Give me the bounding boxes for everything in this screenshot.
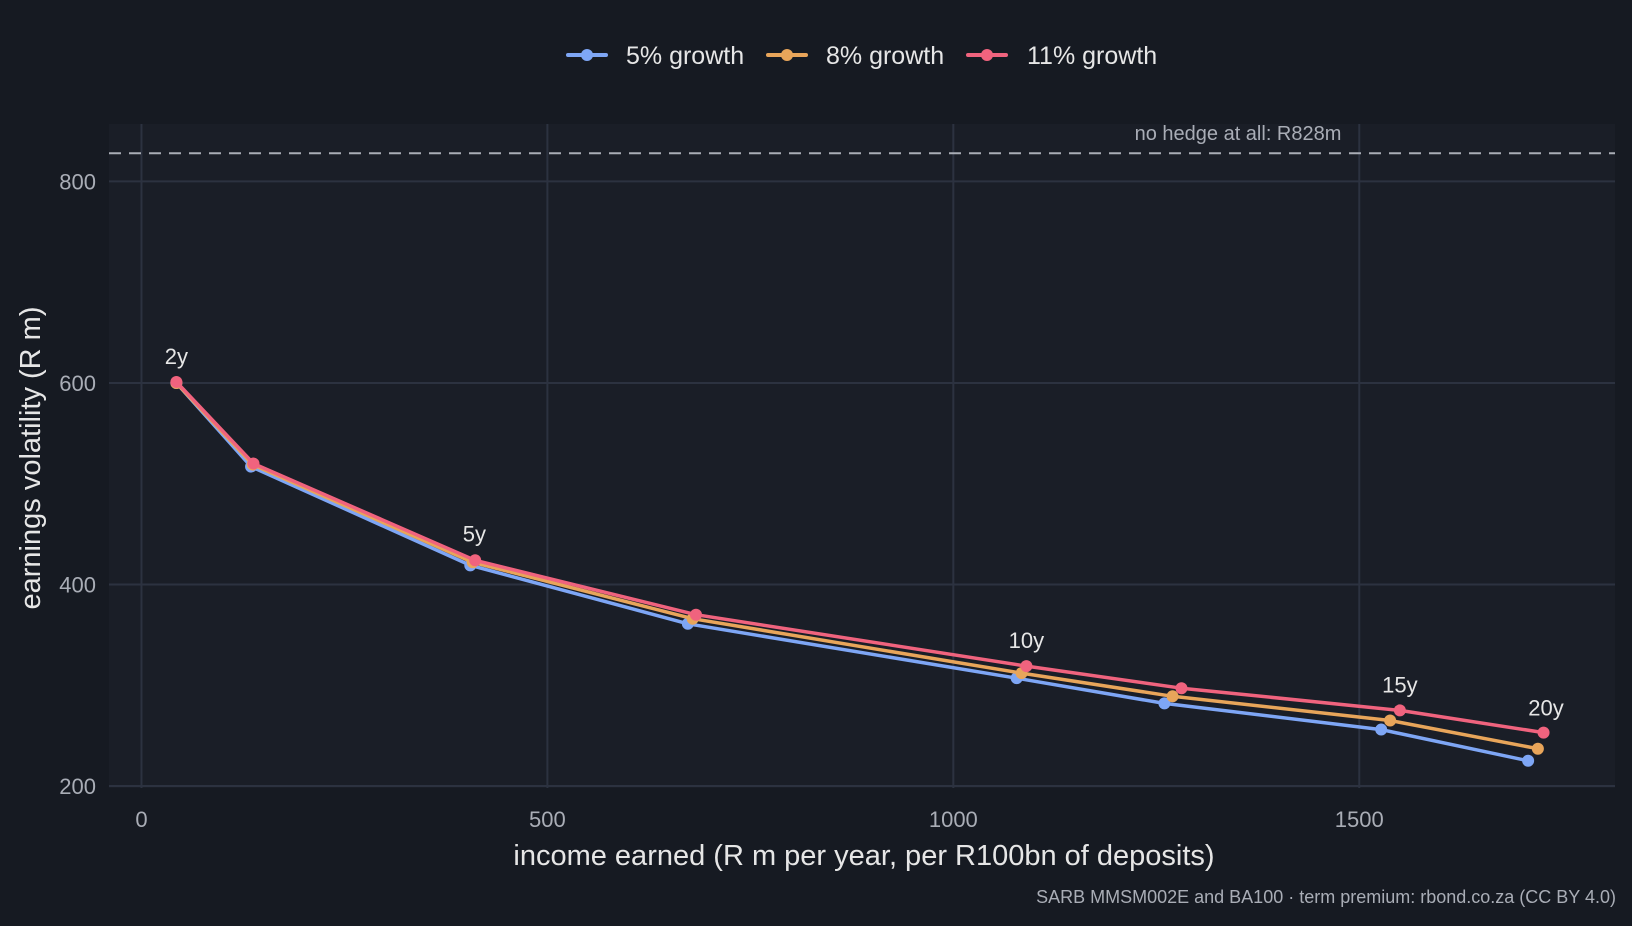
y-tick-label-200: 200	[59, 774, 96, 799]
legend-item-5pct-growth: 5% growth	[566, 42, 744, 70]
point-label-10y: 10y	[1009, 628, 1044, 653]
y-tick-label-600: 600	[59, 371, 96, 396]
legend-swatch-point-8pct-growth	[781, 49, 793, 61]
data-point-11pct-growth-2	[469, 554, 482, 567]
data-point-11pct-growth-4	[1020, 660, 1033, 673]
legend-label-11pct-growth: 11% growth	[1027, 42, 1157, 70]
data-point-8pct-growth-7	[1531, 742, 1544, 755]
series-line-5pct-growth	[174, 381, 1530, 763]
y-tick-label-800: 800	[59, 169, 96, 194]
x-tick-label-500: 500	[529, 807, 566, 832]
data-point-5pct-growth-6	[1375, 723, 1388, 736]
data-point-11pct-growth-1	[247, 457, 260, 470]
reference-layer: no hedge at all: R828m	[109, 123, 1615, 155]
legend: 5% growth 8% growth 11% growth	[566, 42, 1157, 70]
x-tick-label-0: 0	[135, 807, 147, 832]
point-label-20y: 20y	[1528, 696, 1563, 721]
grid-layer	[109, 124, 1615, 788]
series-11pct-growth	[170, 375, 1550, 739]
point-label-layer: 2y 5y 10y 15y 20y	[165, 344, 1564, 721]
data-point-11pct-growth-6	[1393, 704, 1406, 717]
legend-swatch-point-5pct-growth	[581, 49, 593, 61]
series-layer	[170, 375, 1550, 767]
point-label-2y: 2y	[165, 344, 188, 369]
legend-item-8pct-growth: 8% growth	[766, 42, 944, 70]
data-point-11pct-growth-3	[689, 608, 702, 621]
series-line-11pct-growth	[174, 380, 1546, 735]
data-point-5pct-growth-5	[1158, 697, 1171, 710]
x-tick-label-1500: 1500	[1335, 807, 1384, 832]
data-point-8pct-growth-6	[1384, 714, 1397, 727]
data-point-11pct-growth-0	[170, 375, 183, 388]
data-point-5pct-growth-7	[1522, 754, 1535, 767]
data-point-11pct-growth-7	[1537, 726, 1550, 739]
x-axis-title: income earned (R m per year, per R100bn …	[513, 840, 1214, 872]
chart-caption: SARB MMSM002E and BA100 · term premium: …	[1036, 887, 1616, 907]
point-label-5y: 5y	[463, 521, 486, 546]
plot-panel	[109, 124, 1615, 788]
x-tick-label-1000: 1000	[929, 807, 978, 832]
y-tick-labels: 200 400 600 800	[59, 169, 96, 799]
y-tick-label-400: 400	[59, 572, 96, 597]
no-hedge-reference-label: no hedge at all: R828m	[1135, 123, 1342, 145]
legend-label-8pct-growth: 8% growth	[826, 42, 944, 70]
x-tick-labels: 0 500 1000 1500	[135, 807, 1383, 832]
point-label-15y: 15y	[1382, 672, 1417, 697]
data-point-8pct-growth-5	[1166, 690, 1179, 703]
legend-item-11pct-growth: 11% growth	[966, 42, 1157, 70]
legend-label-5pct-growth: 5% growth	[626, 42, 744, 70]
data-point-11pct-growth-5	[1175, 682, 1188, 695]
legend-swatch-point-11pct-growth	[981, 49, 993, 61]
y-axis-title: earnings volatility (R m)	[15, 307, 47, 610]
